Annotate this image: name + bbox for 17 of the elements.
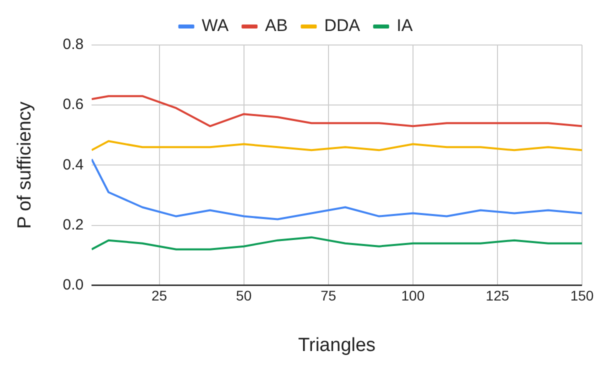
- x-tick-label: 25: [151, 288, 168, 304]
- legend-label: DDA: [324, 16, 361, 36]
- y-axis-title: P of sufficiency: [14, 101, 36, 229]
- legend-label: WA: [202, 16, 230, 36]
- y-tick-label: 0.4: [62, 156, 84, 174]
- x-tick-label: 150: [570, 288, 594, 304]
- y-tick-label: 0.8: [62, 36, 84, 54]
- y-tick-label: 0.2: [62, 216, 84, 234]
- x-tick-label: 75: [320, 288, 336, 304]
- x-axis-title: Triangles: [298, 334, 376, 356]
- x-tick-label: 100: [401, 288, 425, 304]
- y-tick-label: 0.0: [62, 276, 84, 294]
- x-tick-label: 125: [486, 288, 510, 304]
- legend-label: AB: [265, 16, 288, 36]
- y-tick-label: 0.6: [62, 96, 84, 114]
- legend-label: IA: [396, 16, 414, 36]
- x-tick-label: 50: [236, 288, 252, 304]
